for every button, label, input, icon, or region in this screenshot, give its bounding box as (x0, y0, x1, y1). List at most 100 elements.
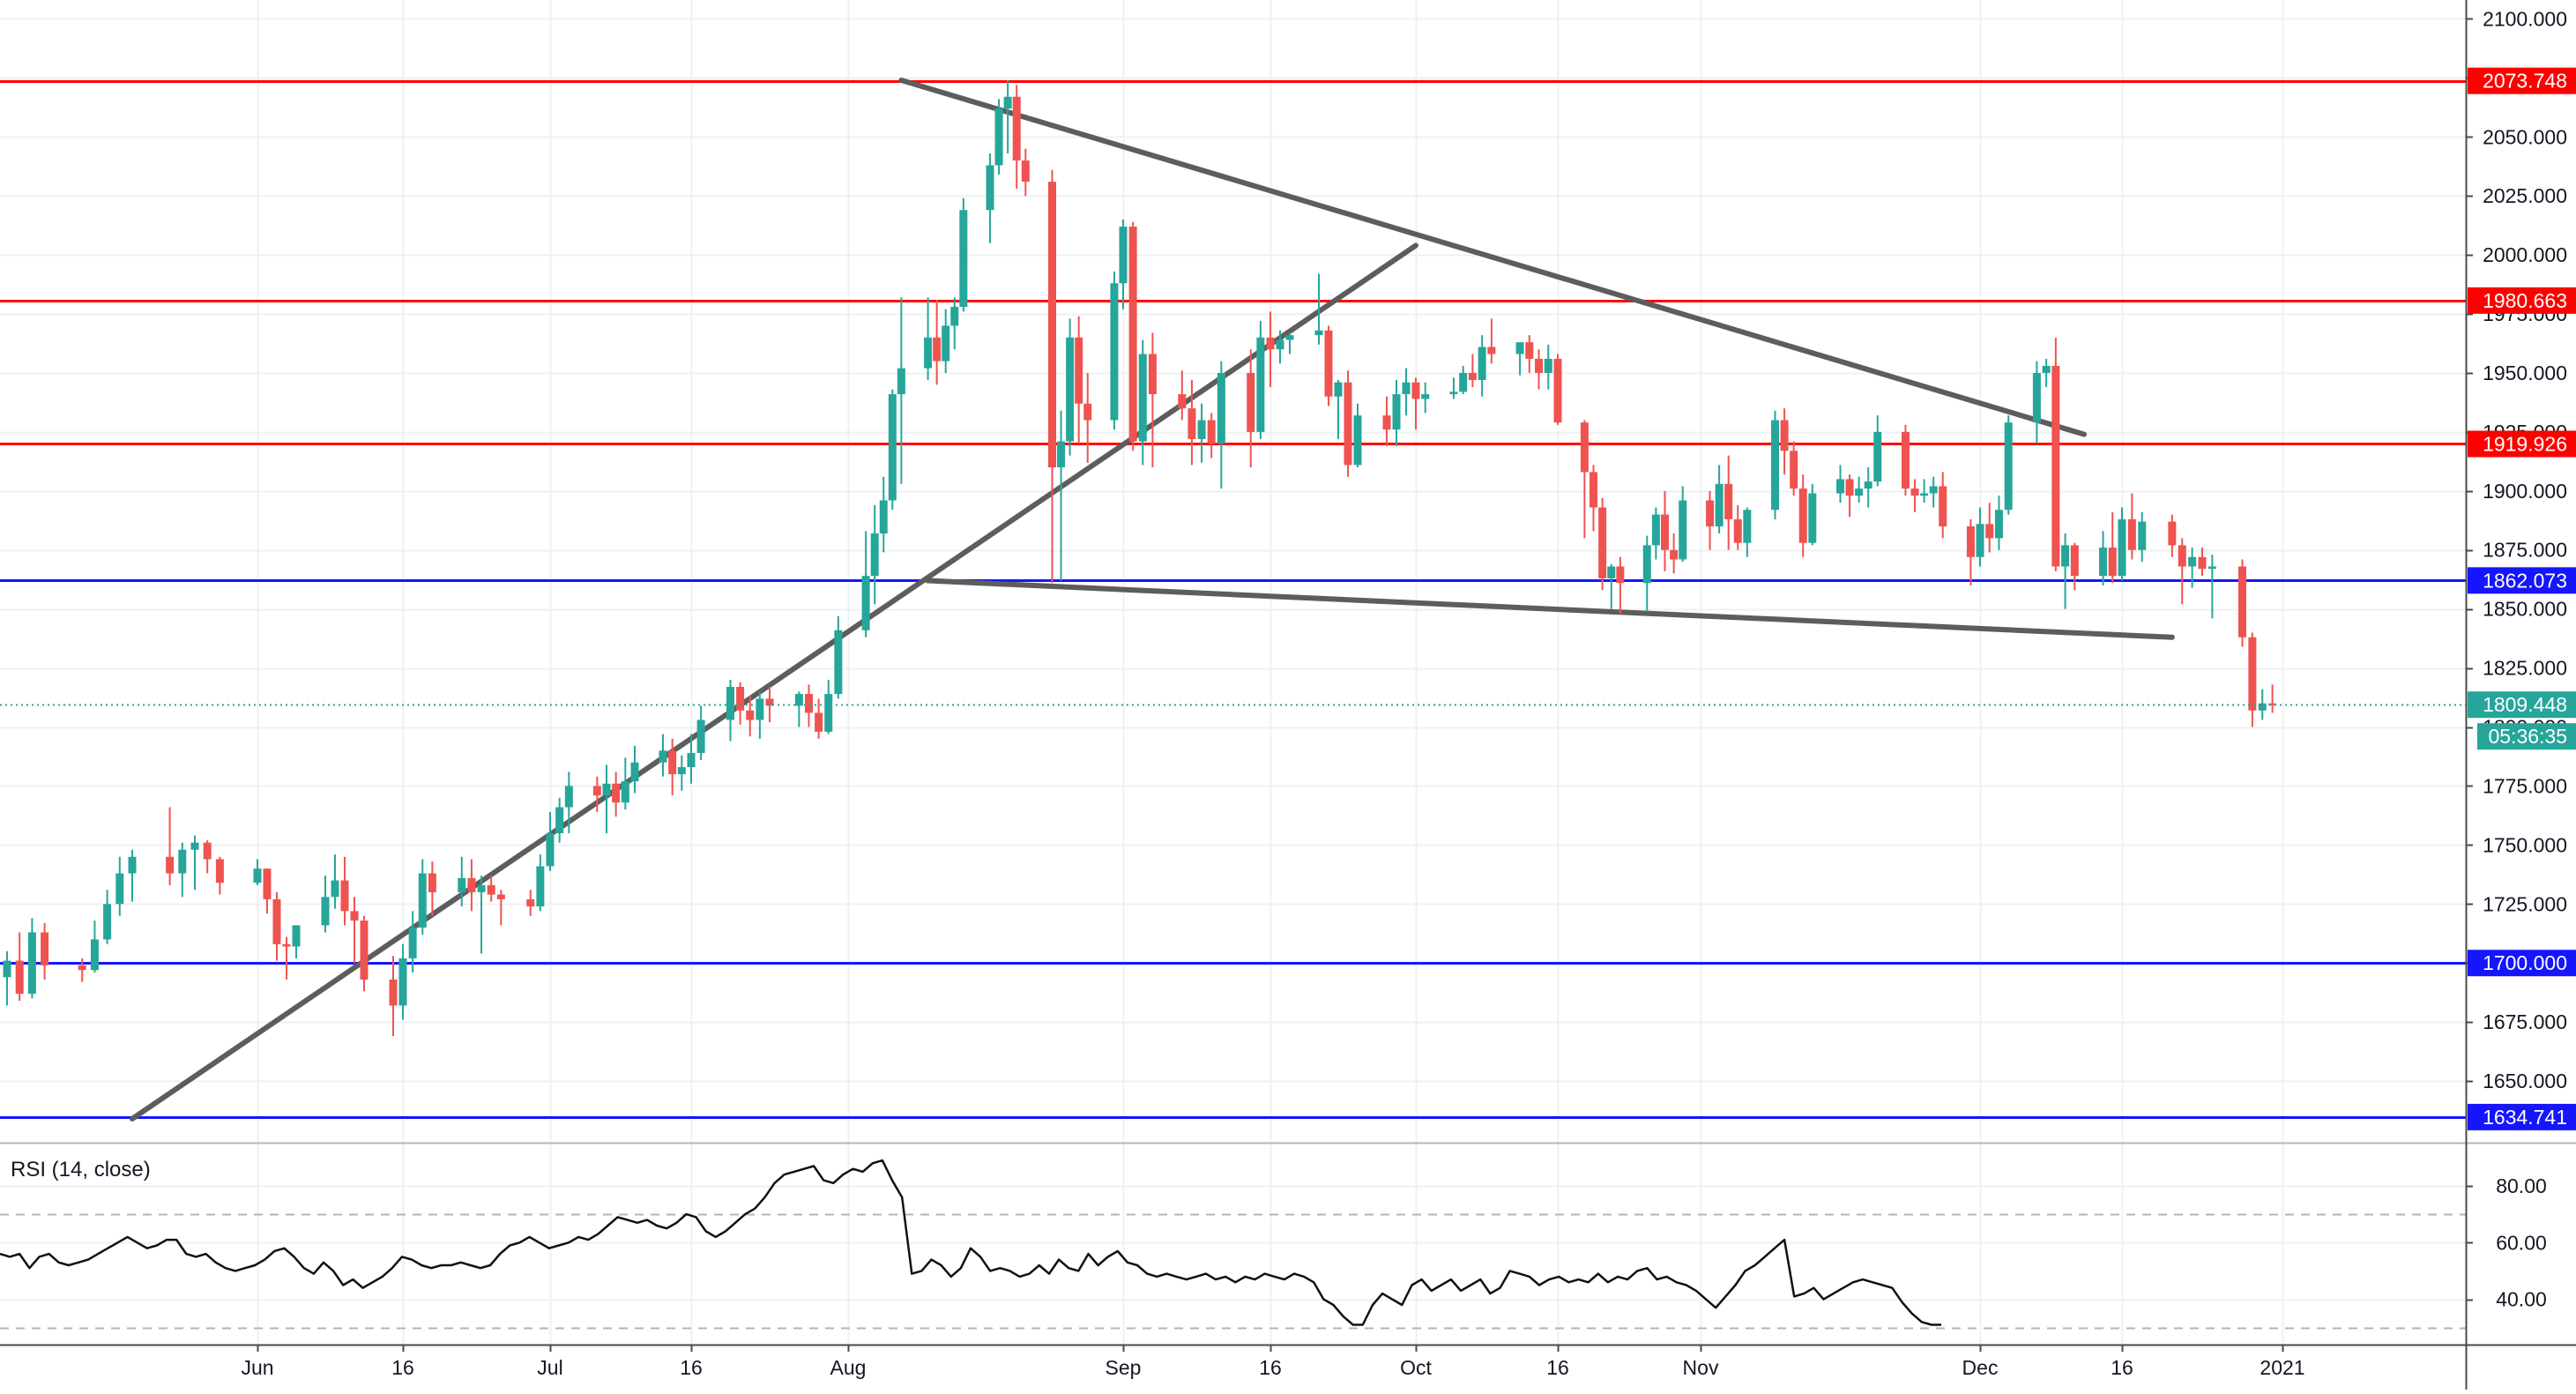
candle-body (2258, 703, 2267, 711)
candle-body (1855, 488, 1864, 496)
candle-body (526, 898, 535, 906)
price-tick-label: 1875.000 (2483, 539, 2567, 562)
candle-body (1021, 160, 1030, 183)
candle-body (1478, 347, 1486, 380)
candle-body (115, 873, 124, 905)
candle-body (794, 694, 803, 706)
time-tick-label: 16 (391, 1356, 414, 1379)
candle-body (1553, 358, 1562, 423)
trend-lines (130, 78, 2175, 1122)
candle-body (1607, 566, 1616, 578)
level-price-tag-bg (2468, 950, 2576, 977)
candle-body (458, 877, 466, 892)
candle-body (1256, 337, 1265, 432)
countdown-tag-bg (2477, 723, 2576, 750)
time-tick-label: Oct (1400, 1356, 1432, 1379)
candle-body (1651, 514, 1660, 546)
candle-body (282, 943, 291, 947)
candle-body (815, 712, 823, 732)
candle-body (2042, 365, 2051, 373)
candle-body (360, 921, 369, 980)
candle-body (1798, 488, 1807, 543)
candle-body (959, 210, 968, 308)
candle-body (1544, 358, 1552, 373)
countdown-tag: 05:36:35 (2488, 725, 2567, 748)
candle-body (2248, 637, 2257, 711)
current-price-tag: 1809.448 (2483, 693, 2567, 716)
candle-body (190, 842, 199, 850)
candle-body (2070, 545, 2079, 577)
candle-body (555, 807, 564, 833)
candle-body (1706, 500, 1715, 526)
candle-body (536, 866, 545, 906)
candle-body (1901, 431, 1910, 489)
candle-body (746, 710, 755, 720)
candle-body (1314, 330, 1323, 336)
candle-body (933, 337, 942, 362)
candle-body (103, 904, 112, 940)
candle-body (1119, 226, 1128, 284)
candle-body (477, 884, 486, 892)
candle-body (1285, 335, 1294, 340)
candle-body (2207, 566, 2216, 570)
candle-body (331, 880, 339, 898)
candle-body (1138, 354, 1147, 442)
price-tick-label: 1650.000 (2483, 1070, 2567, 1092)
level-price-tag-bg (2468, 567, 2576, 594)
price-tick-label: 2025.000 (2483, 184, 2567, 207)
candle-body (467, 877, 476, 892)
candle-body (879, 500, 888, 534)
candle-body (2238, 566, 2246, 637)
candle-body (1590, 472, 1597, 508)
candle-body (687, 752, 696, 768)
candle-body (870, 533, 879, 577)
candle-body (756, 698, 764, 720)
time-tick-label: Jun (241, 1356, 273, 1379)
candle-body (2168, 521, 2177, 546)
candle-body (986, 165, 994, 211)
candle-body (1808, 493, 1817, 543)
candle-body (1873, 431, 1882, 482)
candle-body (321, 897, 330, 926)
time-tick-label: Aug (830, 1356, 867, 1379)
candle-body (128, 856, 137, 874)
candle-body (418, 873, 427, 928)
candle-body (1344, 382, 1352, 466)
rsi-tick-label: 80.00 (2496, 1174, 2547, 1197)
candle-body (350, 911, 359, 921)
candle-body (272, 898, 281, 944)
candle-body (1598, 507, 1607, 578)
candle-body (736, 687, 745, 711)
candle-body (2268, 703, 2277, 705)
candle-body (90, 939, 99, 971)
candle-body (1247, 372, 1255, 432)
candle-body (1743, 510, 1752, 543)
candle-body (1421, 394, 1430, 399)
candle-body (612, 783, 621, 803)
candle-body (1733, 518, 1742, 543)
candle-body (1066, 337, 1075, 442)
price-tick-label: 1950.000 (2483, 362, 2567, 384)
price-tags: 2073.748 1980.663 1919.926 1862.073 1700.000… (2468, 67, 2576, 1130)
candle-body (942, 325, 950, 362)
time-tick-label: Nov (1683, 1356, 1719, 1379)
candle-body (215, 859, 224, 883)
trend-line-lower-support (925, 578, 2175, 640)
candle-body (1724, 483, 1733, 519)
price-tick-label: 1675.000 (2483, 1010, 2567, 1033)
candle-body (924, 337, 933, 369)
time-tick-label: 16 (1546, 1356, 1569, 1379)
candle-body (78, 965, 86, 971)
candle-body (2178, 545, 2186, 567)
candle-body (166, 856, 175, 874)
candle-body (630, 762, 639, 782)
candle-body (203, 842, 212, 860)
candle-body (178, 849, 187, 874)
candle-body (1324, 330, 1333, 397)
candle-body (2032, 372, 2041, 423)
candle-body (1003, 96, 1012, 109)
rsi-title: RSI (14, close) (11, 1158, 151, 1182)
